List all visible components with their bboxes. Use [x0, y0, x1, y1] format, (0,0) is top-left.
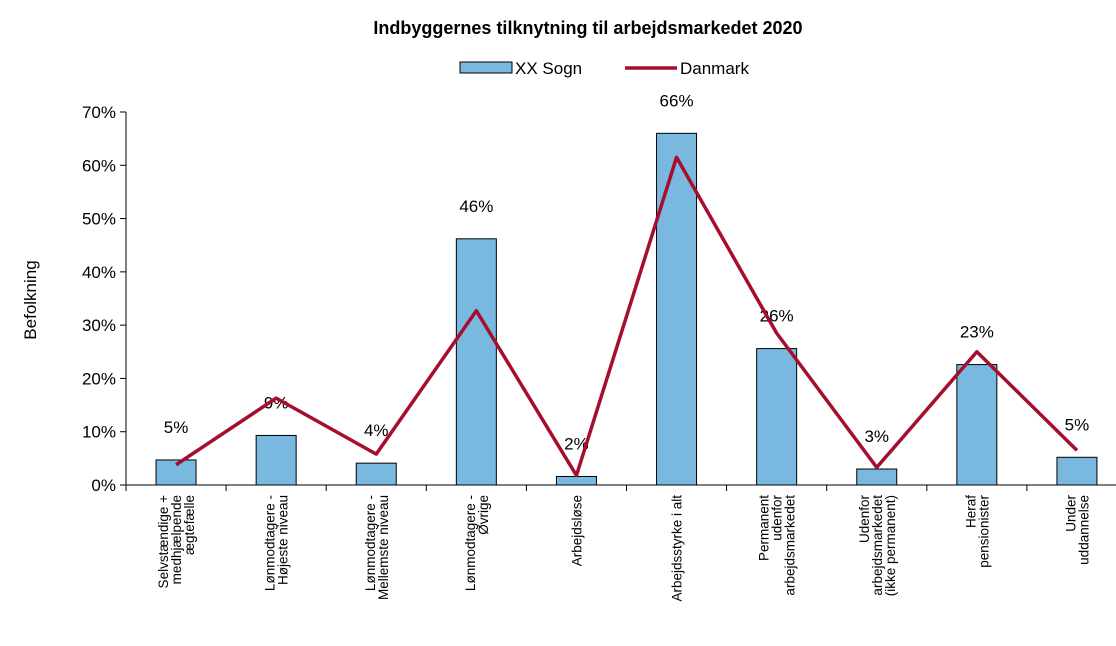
legend-swatch [459, 61, 513, 74]
value-label: 5% [164, 418, 189, 437]
x-tick-label-line: arbejdsmarkedet [870, 495, 885, 596]
x-tick-label-line: Arbejdsløse [569, 495, 584, 566]
value-label: 9% [264, 393, 289, 412]
x-tick-label-line: Lønmodtagere - [263, 495, 278, 591]
bar [1056, 456, 1098, 486]
x-tick-label-line: (ikke permanent) [883, 495, 898, 596]
x-tick-label-line: Mellemste niveau [376, 495, 391, 600]
value-label: 46% [459, 197, 493, 216]
x-tick-label-line: Arbejdsstyrke i alt [670, 495, 685, 602]
y-tick-label: 10% [82, 423, 116, 442]
y-tick-label: 60% [82, 156, 116, 175]
bar [555, 475, 597, 486]
x-tick-label-line: pensionister [976, 494, 991, 567]
x-tick-label: Lønmodtagere -Øvrige [463, 495, 491, 591]
value-label: 2% [564, 434, 589, 453]
x-tick-label: Lønmodtagere -Mellemste niveau [363, 495, 391, 600]
x-tick-label-line: Permanent [757, 495, 772, 561]
y-tick-label: 70% [82, 103, 116, 122]
y-tick-label: 40% [82, 263, 116, 282]
value-label: 4% [364, 421, 389, 440]
bar [255, 434, 297, 486]
line [175, 155, 1079, 478]
x-tick-label-line: Selvstændige + [156, 495, 171, 589]
x-tick-label-line: udenfor [770, 495, 785, 541]
value-label: 23% [960, 323, 994, 342]
chart-title: Indbyggernes tilknytning til arbejdsmark… [373, 18, 802, 38]
x-tick-label-line: medhjælpende [169, 495, 184, 584]
x-tick-label-line: Øvrige [476, 495, 491, 535]
x-tick-label: Arbejdsstyrke i alt [670, 495, 685, 602]
x-tick-label-line: Lønmodtagere - [463, 495, 478, 591]
bar [355, 462, 397, 486]
y-axis-label: Befolkning [21, 260, 40, 339]
bar [956, 364, 998, 486]
y-tick-label: 20% [82, 369, 116, 388]
value-label: 5% [1065, 415, 1090, 434]
bar [756, 348, 798, 486]
x-tick-label: Arbejdsløse [569, 495, 584, 566]
bar [455, 238, 497, 486]
x-tick-label-line: Under [1063, 495, 1078, 532]
x-tick-label-line: Heraf [963, 495, 978, 528]
x-tick-label: Lønmodtagere -Højeste niveau [263, 495, 291, 591]
x-tick-label-line: uddannelse [1076, 495, 1091, 565]
legend-label: XX Sogn [515, 59, 582, 78]
x-tick-label-line: Udenfor [857, 494, 872, 543]
y-tick-label: 50% [82, 210, 116, 229]
x-tick-label-line: Lønmodtagere - [363, 495, 378, 591]
value-label: 3% [864, 427, 889, 446]
y-tick-label: 30% [82, 316, 116, 335]
x-tick-label-line: Højeste niveau [276, 495, 291, 585]
y-tick-label: 0% [91, 476, 116, 495]
x-tick-label-line: arbejdsmarkedet [783, 495, 798, 596]
value-label: 66% [660, 91, 694, 110]
bar [656, 132, 698, 486]
x-tick-label-line: ægtefælle [182, 495, 197, 555]
bar [856, 468, 898, 486]
legend-label: Danmark [680, 59, 749, 78]
